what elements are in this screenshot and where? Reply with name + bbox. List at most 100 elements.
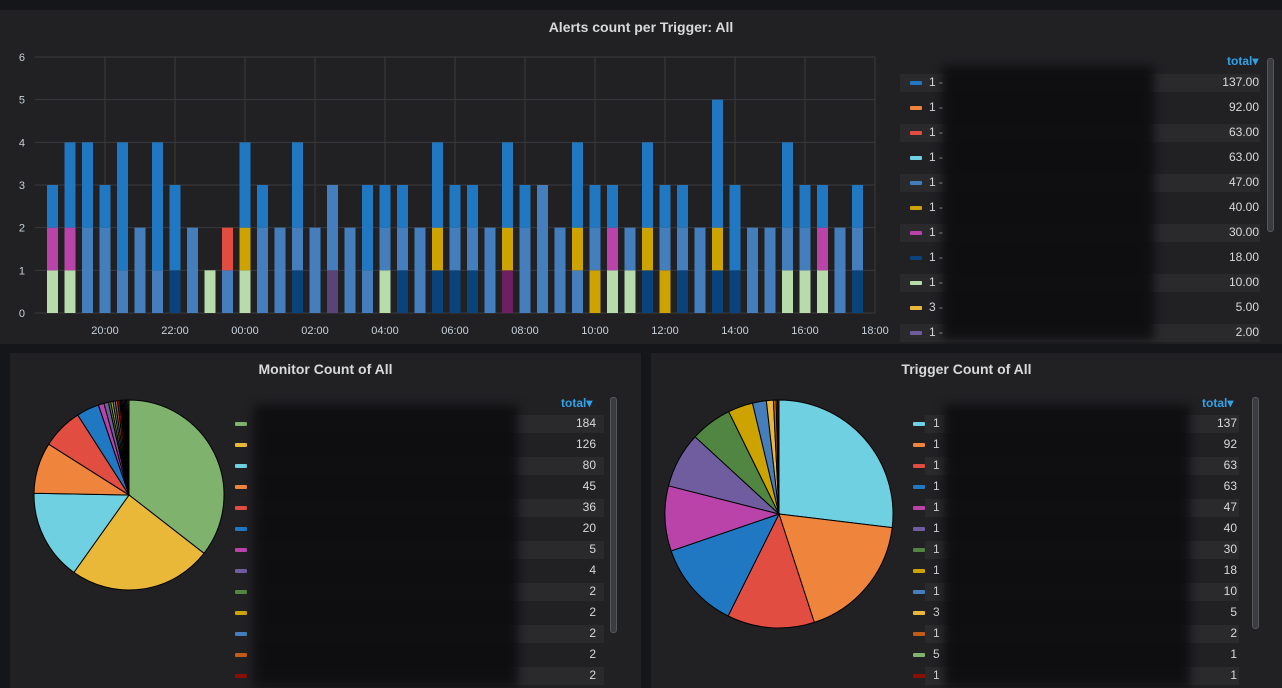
bar-segment[interactable] — [817, 227, 828, 271]
bar-segment[interactable] — [169, 185, 181, 271]
bar-segment[interactable] — [327, 185, 338, 271]
legend-swatch[interactable] — [910, 131, 922, 135]
legend-swatch[interactable] — [913, 422, 925, 426]
bar-segment[interactable] — [659, 270, 671, 313]
bar-segment[interactable] — [239, 227, 251, 271]
bar-segment[interactable] — [64, 227, 76, 271]
bar-segment[interactable] — [782, 142, 793, 228]
bar-segment[interactable] — [47, 270, 58, 313]
bar-segment[interactable] — [519, 227, 531, 313]
legend-swatch[interactable] — [910, 331, 922, 335]
legend-sort-total[interactable]: total▾ — [561, 396, 592, 410]
legend-swatch[interactable] — [235, 590, 247, 594]
legend-label[interactable]: 1 - — [929, 325, 944, 339]
legend-label[interactable]: 1 — [933, 479, 940, 493]
bar-segment[interactable] — [432, 227, 443, 271]
legend-item[interactable]: 45 — [230, 476, 620, 497]
pie-slice[interactable] — [670, 513, 780, 617]
legend-label[interactable]: 1 - — [929, 200, 944, 214]
bar-segment[interactable] — [764, 227, 776, 313]
legend-swatch[interactable] — [235, 422, 247, 426]
bar-segment[interactable] — [659, 227, 671, 271]
bar-segment[interactable] — [642, 270, 653, 313]
bar-segment[interactable] — [99, 227, 111, 313]
legend-swatch[interactable] — [910, 181, 922, 185]
legend-scrollbar[interactable] — [1252, 397, 1259, 629]
pie-slice[interactable] — [127, 399, 130, 496]
legend-swatch[interactable] — [235, 548, 247, 552]
bar-segment[interactable] — [47, 227, 58, 271]
legend-label[interactable]: 1 — [933, 626, 940, 640]
bar-segment[interactable] — [642, 142, 653, 228]
bar-segment[interactable] — [537, 185, 548, 313]
bar-segment[interactable] — [309, 227, 321, 313]
bar-segment[interactable] — [519, 185, 531, 228]
bar-segment[interactable] — [274, 227, 286, 313]
legend-swatch[interactable] — [910, 156, 922, 160]
pie-slice[interactable] — [777, 399, 780, 515]
legend-swatch[interactable] — [910, 81, 922, 85]
bar-segment[interactable] — [292, 142, 303, 228]
bar-segment[interactable] — [117, 142, 128, 271]
legend-item[interactable]: 20 — [230, 518, 620, 539]
legend-swatch[interactable] — [913, 569, 925, 573]
bar-segment[interactable] — [379, 227, 391, 271]
bar-segment[interactable] — [257, 227, 268, 313]
bar-segment[interactable] — [414, 227, 426, 313]
legend-scrollbar[interactable] — [610, 397, 617, 633]
bar-segment[interactable] — [292, 227, 303, 271]
legend-swatch[interactable] — [910, 106, 922, 110]
legend-item[interactable]: 1 18 — [909, 560, 1249, 581]
bar-segment[interactable] — [502, 270, 513, 313]
bar-segment[interactable] — [834, 227, 846, 313]
bar-segment[interactable] — [64, 270, 76, 313]
bar-segment[interactable] — [222, 270, 233, 313]
legend-item[interactable]: 3 - 5.00 — [900, 297, 1268, 318]
bar-segment[interactable] — [642, 227, 653, 271]
bar-segment[interactable] — [782, 270, 793, 313]
panel-title[interactable]: Trigger Count of All — [901, 361, 1032, 377]
legend-item[interactable]: 1 - 92.00 — [900, 97, 1268, 118]
bar-segment[interactable] — [152, 270, 163, 313]
legend-swatch[interactable] — [910, 231, 922, 235]
pie-slice[interactable] — [128, 399, 225, 555]
legend-label[interactable]: 3 — [933, 605, 940, 619]
legend-swatch[interactable] — [235, 506, 247, 510]
bar-segment[interactable] — [467, 270, 478, 313]
bar-segment[interactable] — [607, 227, 618, 271]
bar-segment[interactable] — [747, 227, 758, 313]
bar-segment[interactable] — [572, 142, 583, 228]
bar-segment[interactable] — [852, 185, 863, 228]
bar-segment[interactable] — [257, 185, 268, 228]
bar-segment[interactable] — [677, 227, 688, 271]
bar-segment[interactable] — [817, 270, 828, 313]
bar-segment[interactable] — [239, 142, 251, 228]
bar-segment[interactable] — [362, 185, 373, 271]
bar-segment[interactable] — [799, 227, 811, 271]
bar-segment[interactable] — [572, 270, 583, 313]
legend-item[interactable]: 2 — [230, 602, 620, 623]
bar-segment[interactable] — [397, 185, 408, 228]
legend-label[interactable]: 3 - — [929, 300, 944, 314]
bar-segment[interactable] — [204, 270, 216, 313]
bar-segment[interactable] — [397, 270, 408, 313]
legend-label[interactable]: 1 - — [929, 150, 944, 164]
bar-segment[interactable] — [449, 185, 461, 228]
legend-swatch[interactable] — [235, 485, 247, 489]
bar-segment[interactable] — [82, 227, 93, 313]
pie-slice[interactable] — [727, 512, 815, 629]
bar-segment[interactable] — [677, 185, 688, 228]
legend-swatch[interactable] — [235, 611, 247, 615]
bar-segment[interactable] — [327, 270, 338, 313]
legend-sort-total[interactable]: total▾ — [1202, 396, 1233, 410]
legend-label[interactable]: 1 — [933, 542, 940, 556]
bar-segment[interactable] — [554, 227, 566, 313]
legend-swatch[interactable] — [910, 206, 922, 210]
legend-swatch[interactable] — [913, 548, 925, 552]
bar-segment[interactable] — [117, 270, 128, 313]
bar-segment[interactable] — [572, 227, 583, 271]
legend-item[interactable]: 4 — [230, 560, 620, 581]
legend-label[interactable]: 1 - — [929, 275, 944, 289]
bar-segment[interactable] — [379, 270, 391, 313]
